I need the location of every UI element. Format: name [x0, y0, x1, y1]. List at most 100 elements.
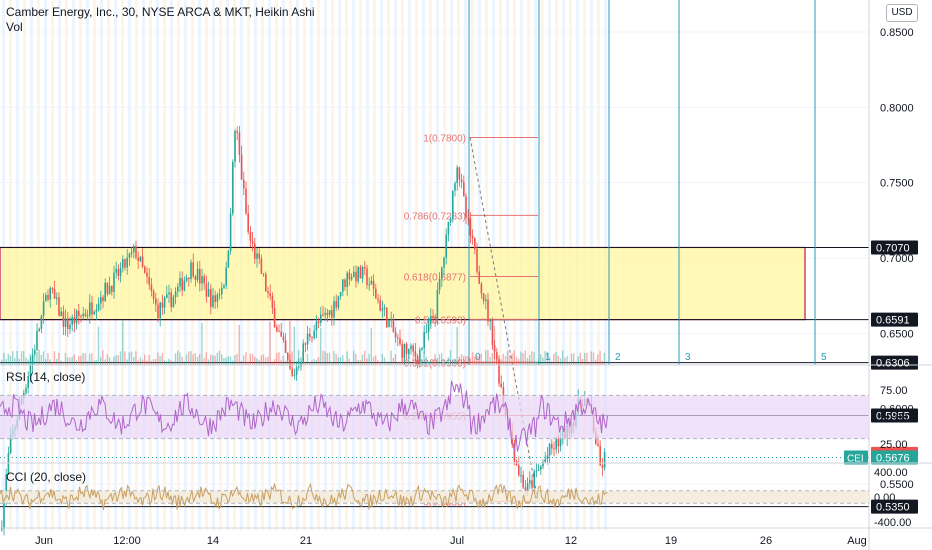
volume-bar	[295, 360, 298, 365]
volume-bar	[447, 357, 449, 365]
volume-bar	[212, 355, 214, 365]
candle-body	[559, 436, 562, 447]
volume-bar	[529, 354, 531, 365]
volume-bar	[317, 357, 320, 365]
candle-body	[287, 352, 289, 360]
volume-bar	[45, 359, 47, 365]
volume-bar	[412, 357, 414, 365]
volume-bar	[559, 358, 562, 365]
candle-body	[170, 292, 172, 308]
volume-bar	[216, 352, 218, 365]
candle-body	[522, 475, 524, 488]
volume-bar	[163, 360, 166, 365]
volume-bar	[379, 361, 381, 365]
volume-bar	[485, 350, 487, 365]
candle-body	[115, 268, 117, 273]
candle-body	[551, 443, 553, 449]
volume-bar	[293, 326, 295, 365]
candle-body	[370, 280, 373, 285]
cci-tick-label: -400.00	[874, 517, 911, 529]
candle-body	[324, 312, 326, 315]
candle-body	[430, 315, 432, 324]
candle-body	[458, 167, 461, 180]
volume-bar	[581, 358, 584, 365]
volume-bar	[526, 358, 529, 365]
y-tick-label: 0.7000	[880, 253, 914, 265]
currency-button[interactable]: USD	[886, 4, 918, 22]
volume-bar	[586, 352, 588, 365]
volume-bar	[196, 356, 199, 365]
candle-body	[478, 271, 480, 284]
candle-body	[401, 344, 403, 358]
candle-body	[480, 283, 483, 294]
candle-body	[326, 312, 329, 315]
candle-body	[361, 267, 364, 279]
candle-body	[335, 301, 337, 308]
volume-bar	[601, 360, 603, 365]
volume-bar	[322, 350, 324, 365]
candle-body	[100, 296, 102, 304]
volume-bar	[205, 352, 207, 365]
candle-body	[408, 349, 410, 354]
candle-body	[518, 465, 520, 476]
x-tick-label: Aug	[847, 535, 867, 547]
volume-bar	[408, 350, 410, 365]
volume-bar	[183, 361, 185, 365]
volume-bar	[524, 350, 526, 365]
volume-bar	[238, 325, 240, 365]
volume-bar	[14, 358, 16, 365]
volume-bar	[56, 358, 58, 365]
volume-bar	[355, 353, 357, 365]
volume-bar	[414, 350, 416, 365]
volume-bar	[146, 360, 148, 365]
volume-bar	[229, 356, 232, 365]
volume-bar	[590, 351, 592, 365]
volume-bar	[179, 352, 181, 365]
candle-body	[146, 272, 148, 277]
volume-bar	[102, 350, 104, 365]
candle-body	[454, 183, 456, 191]
volume-bar	[113, 356, 115, 365]
volume-bar	[500, 359, 502, 365]
volume-bar	[104, 359, 106, 365]
volume-bar	[38, 350, 40, 365]
candle-body	[284, 340, 287, 353]
cci-pane-label: CCI (20, close)	[6, 470, 87, 484]
cci-line	[0, 482, 608, 510]
volume-bar	[249, 353, 251, 365]
candle-body	[201, 276, 203, 284]
volume-bar	[210, 354, 212, 365]
candle-body	[304, 343, 307, 345]
volume-bar	[139, 357, 141, 365]
candle-body	[84, 313, 87, 316]
volume-bar	[311, 360, 313, 365]
volume-bar	[40, 354, 42, 365]
candle-body	[117, 268, 120, 276]
candle-body	[350, 277, 353, 280]
volume-label: Vol	[6, 20, 23, 34]
candle-body	[346, 272, 348, 288]
volume-bar	[573, 353, 575, 365]
candle-body	[489, 319, 491, 322]
volume-bar	[520, 351, 522, 365]
candle-body	[47, 295, 49, 300]
volume-bar	[546, 351, 548, 365]
candle-body	[471, 235, 474, 239]
volume-bar	[452, 359, 454, 365]
candle-body	[25, 387, 27, 393]
volume-bar	[434, 354, 436, 365]
candle-body	[353, 271, 355, 278]
volume-bar	[23, 350, 25, 365]
volume-bar	[504, 356, 507, 365]
volume-bar	[221, 354, 223, 365]
volume-bar	[258, 359, 260, 365]
candle-body	[137, 257, 139, 261]
volume-bar	[350, 361, 353, 365]
volume-bar	[214, 355, 216, 365]
candle-body	[337, 296, 340, 308]
volume-bar	[106, 354, 108, 365]
volume-bar	[531, 351, 533, 365]
candle-body	[383, 307, 386, 309]
candle-body	[251, 240, 254, 244]
